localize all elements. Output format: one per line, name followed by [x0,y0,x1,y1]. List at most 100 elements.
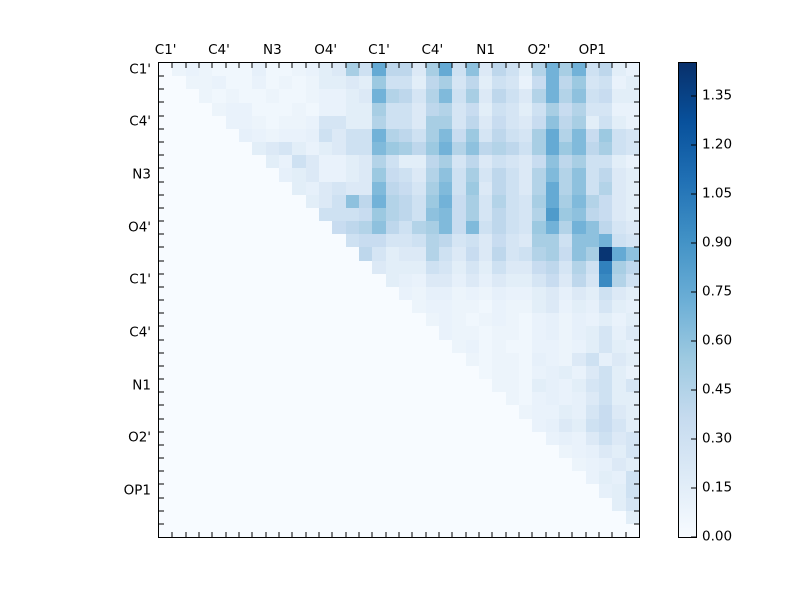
axis-tick [634,194,639,196]
heatmap-cell [438,115,453,129]
heatmap-cell [398,471,413,485]
heatmap-cell [159,181,173,195]
heatmap-cell [532,115,546,129]
heatmap-cell [159,471,173,485]
heatmap-cell [172,89,186,103]
heatmap-cell [278,128,293,142]
heatmap-cell [372,392,386,406]
heatmap-cell [585,379,599,393]
heatmap-cell [225,89,239,103]
heatmap-cell [185,300,199,314]
heatmap-cell [265,128,279,142]
heatmap-cell [545,155,559,169]
heatmap-cell [358,484,373,498]
heatmap-cell [425,326,439,340]
heatmap-cell [185,326,199,340]
heatmap-cell [332,168,346,182]
heatmap-cell [318,286,333,300]
heatmap-cell [318,418,333,432]
heatmap-cell [572,523,586,537]
axis-tick [371,63,373,68]
heatmap-cell [252,168,266,182]
heatmap-cell [465,260,479,274]
heatmap-cell [572,102,586,116]
heatmap-cell [452,89,466,103]
heatmap-cell [572,155,586,169]
heatmap-cell [425,458,439,472]
heatmap-cell [612,168,626,182]
heatmap-cell [558,76,573,90]
heatmap-cell [159,365,173,379]
axis-tick [634,167,639,169]
heatmap-cell [385,155,399,169]
heatmap-cell [452,273,466,287]
heatmap-cell [452,168,466,182]
heatmap-cell [292,155,306,169]
heatmap-cell [185,194,199,208]
heatmap-cell [265,458,279,472]
heatmap-cell [345,128,359,142]
heatmap-cell [385,142,399,156]
axis-tick [634,325,639,327]
heatmap-cell [465,221,479,235]
heatmap-cell [238,63,253,77]
heatmap-cell [238,194,253,208]
heatmap-cell [172,155,186,169]
heatmap-cell [425,142,439,156]
heatmap-cell [345,207,359,221]
heatmap-cell [465,76,479,90]
axis-tick [305,532,307,537]
axis-tick [491,532,493,537]
heatmap-cell [398,484,413,498]
heatmap-cell [518,89,533,103]
axis-tick [159,470,164,472]
heatmap-cell [625,102,639,116]
axis-tick [634,101,639,103]
heatmap-cell [492,76,506,90]
heatmap-cell [625,392,639,406]
axis-tick [531,63,533,68]
heatmap-cell [598,181,613,195]
heatmap-cell [572,365,586,379]
axis-tick [625,532,627,537]
heatmap-cell [345,286,359,300]
heatmap-cell [452,247,466,261]
heatmap-cell [185,458,199,472]
heatmap-cell [625,379,639,393]
heatmap-cell [332,326,346,340]
x-axis-tick-label: C4' [421,41,444,58]
heatmap-cell [372,89,386,103]
heatmap-cell [358,102,373,116]
heatmap-cell [478,510,493,524]
heatmap-cell [345,326,359,340]
axis-tick [331,532,333,537]
heatmap-cell [305,523,319,537]
axis-tick [634,483,639,485]
heatmap-cell [332,300,346,314]
heatmap-cell [558,142,573,156]
heatmap-cell [318,273,333,287]
heatmap-cell [545,89,559,103]
heatmap-cell [492,523,506,537]
heatmap-cell [425,247,439,261]
heatmap-cell [185,128,199,142]
heatmap-cell [492,142,506,156]
heatmap-cell [412,392,426,406]
heatmap-cell [385,392,399,406]
heatmap-cell [372,207,386,221]
heatmap-cell [159,142,173,156]
heatmap-cell [452,260,466,274]
heatmap-cell [478,273,493,287]
heatmap-cell [585,405,599,419]
heatmap-cell [505,234,519,248]
heatmap-cell [265,76,279,90]
axis-tick [159,154,164,156]
axis-tick [634,431,639,433]
heatmap-cell [185,207,199,221]
heatmap-cell [225,194,239,208]
heatmap-cell [492,431,506,445]
heatmap-cell [159,273,173,287]
heatmap-cell [452,181,466,195]
heatmap-cell [265,352,279,366]
heatmap-cell [572,89,586,103]
